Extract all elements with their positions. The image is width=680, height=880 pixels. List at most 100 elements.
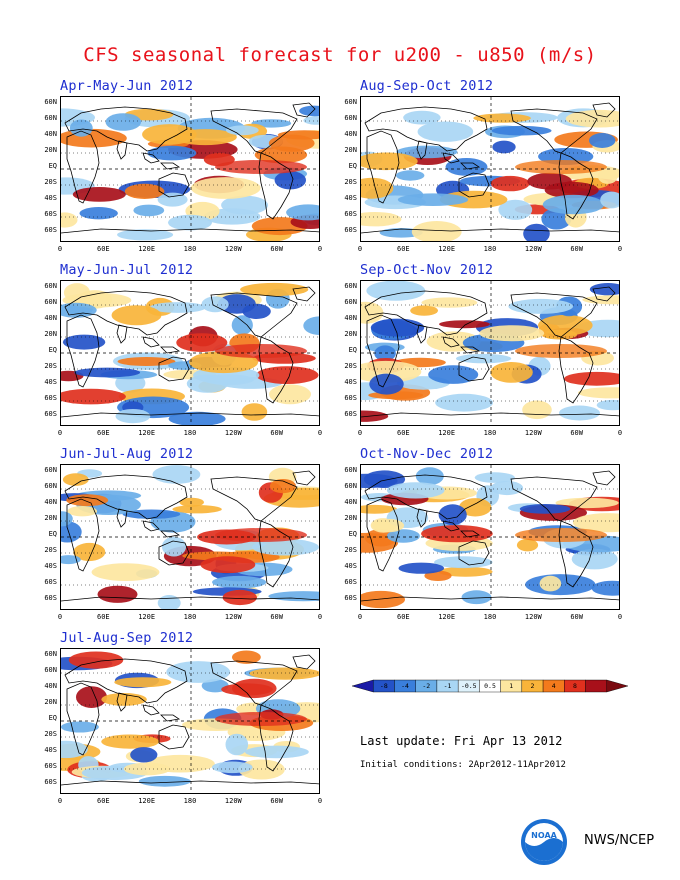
- lon-label: 120E: [438, 245, 456, 253]
- lon-label: 60E: [97, 245, 110, 253]
- lat-label: 40N: [44, 314, 57, 322]
- colorbar-tick: 2: [530, 682, 535, 690]
- lon-label: 180: [183, 245, 197, 253]
- panel-label-4: Sep-Oct-Nov 2012: [360, 262, 494, 278]
- lat-label: 40S: [44, 746, 57, 754]
- colorbar-svg: [352, 679, 628, 693]
- colorbar-tick: 0.5: [484, 682, 496, 690]
- lat-label: 40N: [44, 130, 57, 138]
- lat-label: 40S: [344, 378, 357, 386]
- lat-label: 60N: [44, 666, 57, 674]
- lat-label: 60S: [44, 762, 57, 770]
- lat-label: 20S: [344, 178, 357, 186]
- lon-label: 120E: [138, 429, 156, 437]
- lon-label: 0: [357, 429, 363, 437]
- lat-label: 60S: [344, 410, 357, 418]
- colorbar-tick: 1: [509, 682, 514, 690]
- lat-label: 20S: [44, 362, 57, 370]
- map-field-1: [61, 97, 319, 241]
- lat-label: 60S: [44, 226, 57, 234]
- panel-label-6: Oct-Nov-Dec 2012: [360, 446, 494, 462]
- lon-label: 120E: [138, 613, 156, 621]
- svg-text:NOAA: NOAA: [531, 831, 557, 840]
- lat-label: 20S: [344, 546, 357, 554]
- lat-label: 60N: [344, 114, 357, 122]
- lat-label: 60N: [44, 466, 57, 474]
- lat-label: 40S: [344, 562, 357, 570]
- lon-label: 60W: [570, 613, 583, 621]
- colorbar-tick: -0.5: [460, 682, 477, 690]
- colorbar-tick: -8: [379, 682, 388, 690]
- lon-label: 180: [183, 613, 197, 621]
- lon-label: 180: [483, 429, 497, 437]
- lat-label: 60S: [44, 394, 57, 402]
- page-title: CFS seasonal forecast for u200 - u850 (m…: [83, 44, 597, 66]
- colorbar-segment: [352, 679, 374, 693]
- lat-label: 40N: [44, 682, 57, 690]
- lon-label: 60W: [270, 245, 283, 253]
- lon-label: 0: [617, 429, 623, 437]
- lon-label: 0: [317, 613, 323, 621]
- noaa-logo: NOAA: [521, 819, 567, 865]
- lon-label: 120W: [524, 613, 542, 621]
- lon-label: 0: [617, 613, 623, 621]
- lat-label: EQ: [348, 346, 357, 354]
- map-field-3: [61, 281, 319, 425]
- lon-label: 0: [317, 245, 323, 253]
- lon-label: 120E: [138, 245, 156, 253]
- map-field-6: [361, 465, 619, 609]
- lat-label: 20S: [44, 730, 57, 738]
- lat-label: EQ: [48, 162, 57, 170]
- lat-label: 40N: [344, 130, 357, 138]
- lon-label: 60W: [270, 429, 283, 437]
- map-field-4: [361, 281, 619, 425]
- colorbar: -8 -4 -2 -1 -0.5 0.5 1 2 4 8: [352, 679, 628, 709]
- panel-label-3: May-Jun-Jul 2012: [60, 262, 194, 278]
- lon-label: 120W: [224, 797, 242, 805]
- lat-label: 60N: [344, 282, 357, 290]
- lon-label: 120W: [524, 245, 542, 253]
- lon-label: 0: [57, 245, 63, 253]
- colorbar-tick: -4: [401, 682, 409, 690]
- lon-label: 120W: [224, 245, 242, 253]
- lat-label: 60N: [344, 98, 357, 106]
- map-field-7: [61, 649, 319, 793]
- lon-label: 60E: [97, 429, 110, 437]
- lon-label: 60E: [397, 613, 410, 621]
- lat-label: 60N: [344, 298, 357, 306]
- lon-label: 120E: [138, 797, 156, 805]
- lat-label: EQ: [48, 530, 57, 538]
- lat-label: EQ: [348, 530, 357, 538]
- lat-label: 60S: [344, 578, 357, 586]
- lat-label: 60S: [44, 210, 57, 218]
- lat-label: 20N: [44, 514, 57, 522]
- lat-label: 20S: [44, 546, 57, 554]
- lat-label: 40S: [344, 194, 357, 202]
- lat-label: 40N: [344, 314, 357, 322]
- lat-label: 60S: [344, 226, 357, 234]
- lon-label: 0: [357, 613, 363, 621]
- lat-label: 60S: [44, 594, 57, 602]
- lat-label: 60S: [44, 578, 57, 586]
- lat-label: 60N: [44, 298, 57, 306]
- initial-conditions: Initial conditions: 2Apr2012-11Apr2012: [360, 760, 566, 770]
- lat-label: 60S: [44, 410, 57, 418]
- lat-label: 60N: [44, 282, 57, 290]
- forecast-map-1: [60, 96, 320, 242]
- lat-label: 60N: [44, 114, 57, 122]
- lat-label: EQ: [48, 346, 57, 354]
- lat-label: 20N: [44, 146, 57, 154]
- lon-label: 0: [357, 245, 363, 253]
- lat-label: 60S: [344, 594, 357, 602]
- lat-label: EQ: [348, 162, 357, 170]
- lat-label: EQ: [48, 714, 57, 722]
- panel-label-5: Jun-Jul-Aug 2012: [60, 446, 194, 462]
- lon-label: 60E: [97, 797, 110, 805]
- lon-label: 0: [317, 429, 323, 437]
- lat-label: 60N: [44, 650, 57, 658]
- last-update: Last update: Fri Apr 13 2012: [360, 734, 563, 748]
- map-field-2: [361, 97, 619, 241]
- colorbar-tick: -2: [422, 682, 431, 690]
- lat-label: 40S: [44, 378, 57, 386]
- forecast-map-3: [60, 280, 320, 426]
